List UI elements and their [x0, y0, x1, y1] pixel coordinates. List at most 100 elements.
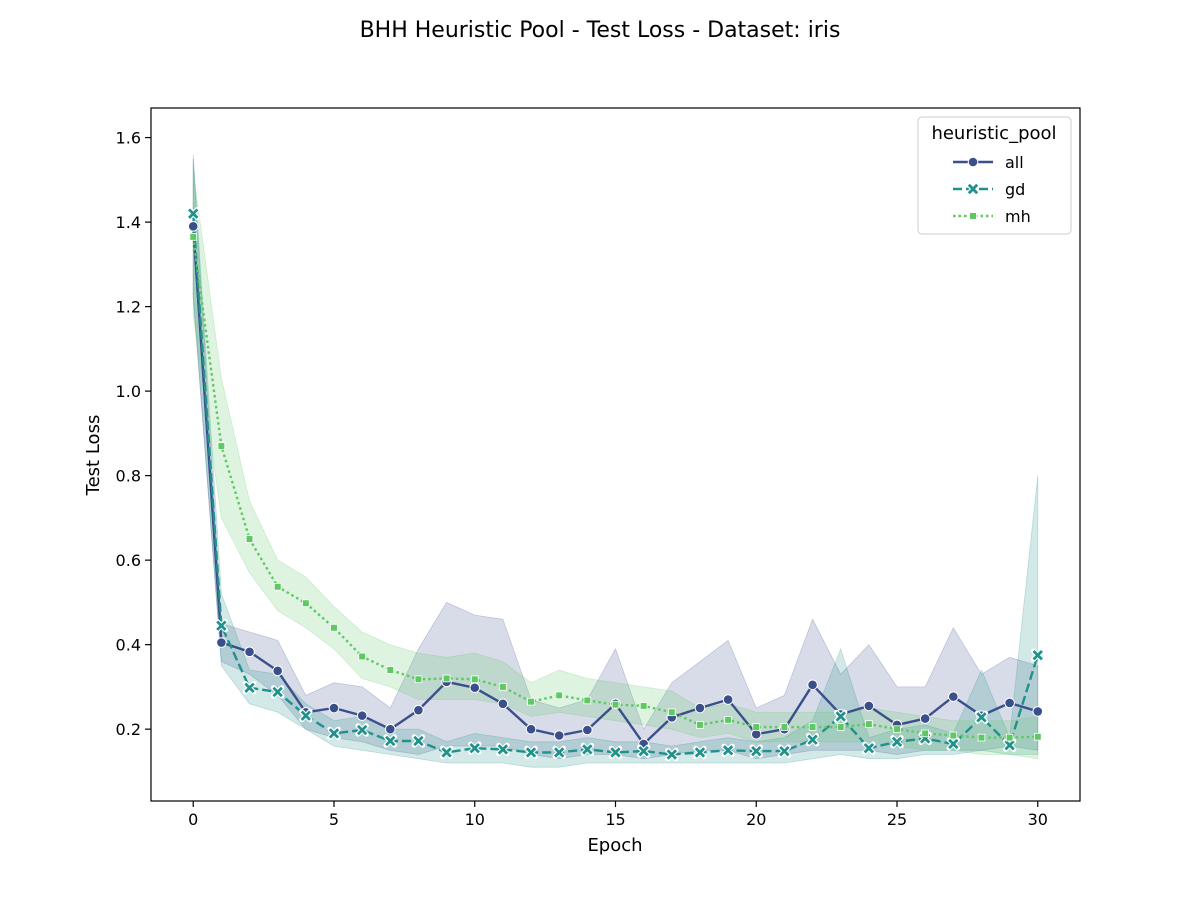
data-point-gd: [834, 709, 848, 724]
data-point-mh: [330, 623, 338, 632]
data-point-gd: [355, 723, 369, 737]
y-tick-label: 1.0: [116, 382, 141, 401]
data-point-gd: [186, 206, 200, 221]
data-point-gd: [299, 708, 313, 723]
data-point-mh: [865, 720, 873, 728]
data-point-all: [948, 691, 959, 702]
data-point-all: [1032, 706, 1044, 717]
data-point-gd: [383, 734, 397, 748]
y-axis: 0.2 0.4 0.6 0.8 1.0 1.2 1.4 1.6: [116, 129, 151, 739]
x-tick-label: 5: [329, 810, 339, 829]
data-point-mh: [189, 233, 198, 241]
legend-label-all: all: [1005, 153, 1024, 172]
chart-title: BHH Heuristic Pool - Test Loss - Dataset…: [360, 18, 841, 43]
data-point-all: [1004, 697, 1015, 709]
legend-label-mh: mh: [1005, 207, 1031, 226]
x-tick-label: 25: [887, 810, 907, 829]
x-axis: 0 5 10 15 20 25 30: [188, 801, 1048, 829]
data-point-mh: [527, 697, 535, 706]
data-point-all: [272, 665, 283, 677]
data-point-mh: [921, 729, 929, 738]
data-point-all: [469, 682, 481, 694]
y-tick-label: 1.4: [116, 213, 141, 232]
data-point-mh: [836, 723, 845, 731]
legend-title: heuristic_pool: [931, 123, 1056, 144]
data-point-mh: [977, 733, 986, 742]
data-point-mh: [893, 725, 901, 733]
data-point-all: [525, 723, 537, 735]
data-point-gd: [468, 741, 482, 755]
legend-marker-all: [967, 156, 979, 168]
ci-band-gd: [192, 154, 1039, 768]
data-point-gd: [242, 681, 257, 695]
data-point-gd: [665, 747, 679, 762]
y-axis-label: Test Loss: [83, 415, 104, 497]
data-point-gd: [721, 743, 735, 757]
x-tick-label: 10: [465, 810, 485, 829]
data-point-gd: [805, 733, 820, 747]
data-point-mh: [780, 723, 789, 731]
data-point-mh: [386, 666, 395, 674]
y-tick-label: 1.6: [116, 129, 141, 148]
data-point-gd: [580, 742, 595, 757]
data-point-mh: [245, 535, 254, 543]
data-point-all: [722, 694, 734, 705]
data-point-mh: [696, 721, 704, 729]
data-point-mh: [414, 675, 423, 684]
data-point-gd: [411, 734, 426, 748]
data-point-gd: [608, 745, 623, 760]
data-point-all: [553, 730, 565, 741]
data-point-gd: [890, 735, 904, 749]
data-point-mh: [442, 674, 451, 683]
data-point-mh: [1005, 733, 1014, 742]
data-point-gd: [693, 745, 707, 760]
data-point-gd: [552, 745, 566, 760]
data-point-gd: [270, 685, 285, 699]
data-point-gd: [862, 741, 876, 755]
x-axis-label: Epoch: [587, 835, 642, 856]
data-point-gd: [214, 618, 229, 633]
data-point-all: [244, 646, 255, 658]
data-point-mh: [808, 723, 817, 731]
data-point-gd: [1031, 648, 1045, 662]
data-point-mh: [217, 442, 226, 450]
data-point-mh: [639, 702, 648, 710]
data-point-all: [750, 728, 762, 740]
data-point-gd: [1002, 738, 1017, 752]
y-tick-label: 1.2: [116, 298, 141, 317]
data-point-all: [187, 221, 199, 232]
legend-box: [917, 116, 1072, 235]
data-point-all: [413, 704, 424, 716]
y-tick-label: 0.4: [116, 636, 141, 655]
data-point-gd: [496, 742, 510, 757]
data-point-all: [694, 702, 706, 714]
x-tick-label: 30: [1028, 810, 1048, 829]
data-point-mh: [499, 683, 507, 691]
legend-label-gd: gd: [1005, 180, 1025, 199]
data-point-mh: [583, 696, 592, 705]
data-point-all: [582, 724, 593, 736]
data-point-gd: [974, 710, 989, 725]
data-point-gd: [439, 745, 454, 760]
data-point-all: [919, 713, 931, 724]
data-point-all: [356, 710, 368, 721]
data-point-mh: [1033, 732, 1042, 741]
markers-layer: [186, 206, 1045, 762]
data-point-gd: [749, 744, 763, 758]
data-point-mh: [724, 716, 732, 724]
data-point-all: [863, 700, 875, 712]
data-point-mh: [752, 723, 761, 731]
data-point-mh: [358, 652, 366, 661]
data-point-gd: [777, 744, 792, 758]
ci-band-mh: [192, 171, 1039, 760]
x-tick-label: 0: [188, 810, 198, 829]
data-point-all: [384, 723, 396, 735]
data-point-all: [497, 698, 509, 710]
data-point-all: [328, 702, 340, 714]
data-point-mh: [611, 700, 620, 709]
data-point-all: [216, 637, 227, 648]
data-point-mh: [302, 599, 310, 608]
legend-marker-gd: [966, 182, 980, 196]
data-point-mh: [555, 691, 563, 700]
